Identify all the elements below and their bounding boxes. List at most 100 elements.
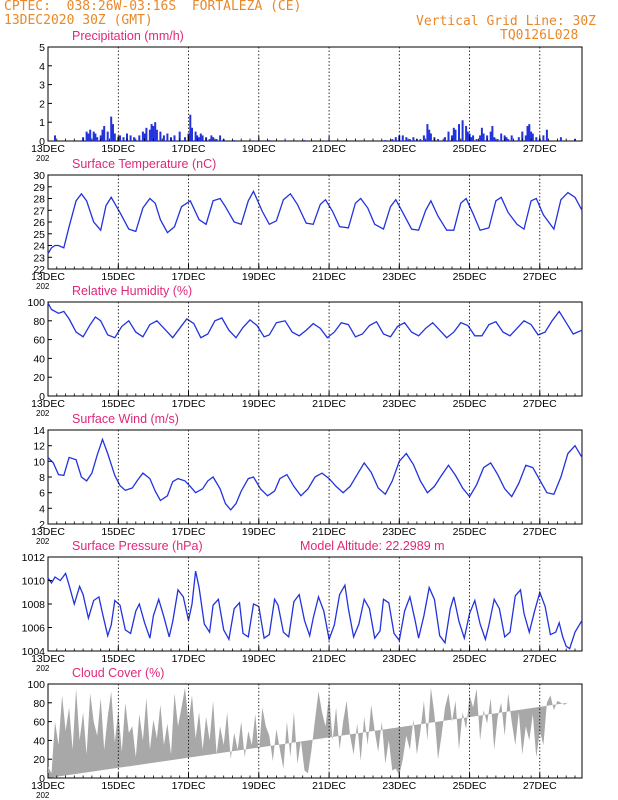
temperature-y-tick-label: 25 [33,229,45,241]
cloud-cover-x-tick-label: 13DEC [31,780,65,792]
humidity-title: Relative Humidity (%) [72,284,192,298]
cloud-cover-x-tick-label: 19DEC [242,780,276,792]
run-date: 13DEC2020 30Z (GMT) [4,13,153,28]
wind-title: Surface Wind (m/s) [72,412,179,426]
precipitation-bar [94,133,97,141]
precipitation-bar [545,129,548,141]
precipitation-bar [166,133,169,141]
temperature-y-tick-label: 29 [33,182,45,194]
precipitation-bar [486,135,489,141]
pressure-y-tick-label: 1006 [22,623,46,635]
precipitation-bar [303,140,306,141]
precipitation-bar [391,139,394,141]
temperature-y-tick-label: 23 [33,252,45,264]
precipitation-bar [99,135,102,141]
precipitation-bar [155,129,158,141]
precipitation-bar [559,137,562,141]
temperature-frame [47,174,583,270]
cloud-cover-year-label: 202 [36,791,50,800]
temperature-x-tick-label: 27DEC [523,271,557,283]
temperature-y-tick-label: 22 [33,264,45,276]
precipitation-bar [285,140,288,141]
precipitation-bar [162,135,165,141]
precipitation-bar [491,126,494,141]
pressure-title: Surface Pressure (hPa) [72,539,203,553]
precipitation-frame [47,46,583,142]
precipitation-year-label: 202 [36,154,50,163]
temperature-y-tick-label: 26 [33,217,45,229]
precipitation-bar [189,114,192,141]
pressure-frame [47,556,583,652]
humidity-y-tick-label: 0 [39,391,45,403]
precipitation-bar [201,135,204,141]
cloud-cover-x-tick-label: 23DEC [382,780,416,792]
wind-y-tick-label: 8 [39,472,45,484]
humidity-y-tick-label: 20 [33,372,45,384]
wind-x-tick-label: 13DEC [31,526,65,538]
wind-y-tick-label: 10 [33,456,45,468]
precipitation-bar [210,135,213,141]
temperature-x-tick-label: 19DEC [242,271,276,283]
precipitation-x-tick-label: 23DEC [382,143,416,155]
precipitation-y-tick-label: 3 [39,80,45,92]
precipitation-bar [503,135,506,141]
precipitation-bar [145,127,148,141]
precipitation-bar [122,137,125,141]
precipitation-y-tick-label: 4 [39,61,45,73]
precipitation-bar [87,133,90,141]
wind-x-tick-label: 15DEC [101,526,135,538]
precipitation-bar [535,137,538,141]
precipitation-bar [148,129,151,141]
precipitation-y-tick-label: 0 [39,136,45,148]
wind-year-label: 202 [36,537,50,546]
wind-x-tick-label: 21DEC [312,526,346,538]
precipitation-bar [101,129,104,141]
precipitation-y-tick-label: 5 [39,42,45,54]
precipitation-bar [500,133,503,141]
precipitation-bar [542,135,545,141]
precipitation-bar [384,140,387,141]
precipitation-bar [531,133,534,141]
pressure-year-label: 202 [36,664,50,673]
precipitation-bar [461,120,464,141]
precipitation-bar [199,133,202,141]
precipitation-bar [505,137,508,141]
model-code: TQ0126L028 [500,28,579,43]
cloud-cover-y-tick-label: 40 [33,735,45,747]
precipitation-bar [268,140,271,141]
precipitation-bar [178,131,181,141]
precipitation-x-tick-label: 27DEC [523,143,557,155]
precipitation-y-tick-label: 2 [39,98,45,110]
precipitation-bar [154,122,157,141]
precipitation-bar [150,124,153,141]
pressure-x-tick-label: 27DEC [523,653,557,665]
cloud-cover-y-tick-label: 100 [27,679,45,691]
wind-y-tick-label: 2 [39,519,45,531]
temperature-y-tick-label: 28 [33,194,45,206]
temperature-x-tick-label: 15DEC [101,271,135,283]
precipitation-bar [184,137,186,141]
precipitation-bar [472,135,475,141]
humidity-x-tick-label: 23DEC [382,398,416,410]
pressure-x-tick-label: 17DEC [172,653,206,665]
precipitation-bar [470,137,473,141]
temperature-x-tick-label: 13DEC [31,271,65,283]
temperature-y-tick-label: 30 [33,170,45,182]
precipitation-bar [405,137,408,141]
wind-x-tick-label: 19DEC [242,526,276,538]
humidity-x-tick-label: 17DEC [172,398,206,410]
pressure-y-tick-label: 1012 [22,552,46,564]
cloud-cover-area [48,687,568,778]
cloud-cover-y-tick-label: 80 [33,698,45,710]
precipitation-bar [129,135,132,141]
pressure-x-tick-label: 13DEC [31,653,65,665]
precipitation-x-tick-label: 13DEC [31,143,65,155]
wind-x-tick-label: 17DEC [172,526,206,538]
precipitation-bar [89,129,92,141]
wind-y-tick-label: 6 [39,488,45,500]
precipitation-x-tick-label: 17DEC [172,143,206,155]
cloud-cover-x-tick-label: 21DEC [312,780,346,792]
precipitation-bar [496,139,499,141]
